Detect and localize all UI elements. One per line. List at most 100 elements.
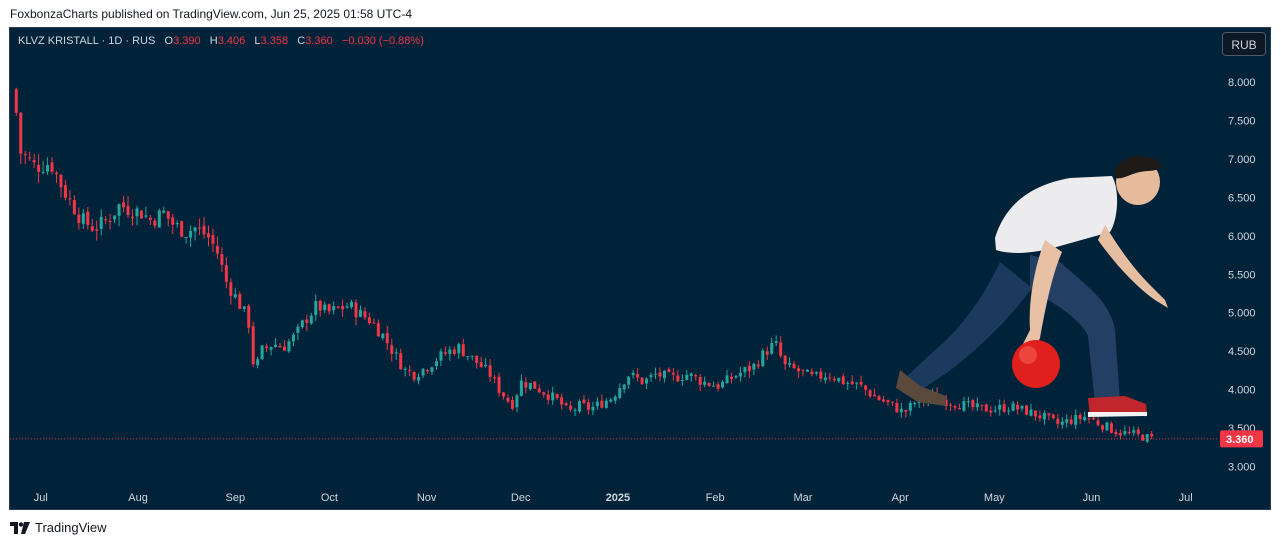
candle-body [363,311,367,318]
candle-body [506,397,510,402]
candle-body [224,265,228,282]
candle-body [291,334,295,342]
candle-body [846,383,850,385]
candle-body [537,388,541,393]
candle-body [578,401,582,412]
candle-body [99,216,103,229]
candle-body [591,406,595,411]
candle-body [470,355,474,357]
candle-body [215,245,219,254]
candle-body [622,384,626,390]
candle-body [439,351,443,361]
candle-body [305,319,309,323]
candle-body [1074,415,1078,425]
footer-brand-label: TradingView [35,520,107,535]
candle-body [23,154,27,156]
candle-body [904,410,908,412]
price-axis: 8.000 7.500 7.000 6.500 6.000 5.500 5.000 4.500… [1228,77,1256,474]
candle-body [667,369,671,372]
candle-body [372,322,376,324]
candle-body [721,381,725,388]
candle-body [358,309,362,317]
candle-body [452,349,456,354]
candle-body [662,370,666,379]
candle-body [166,211,170,219]
candle-body [671,372,675,375]
candle-body [519,380,523,396]
candle-body [805,369,809,372]
candle-body [381,333,385,339]
candle-body [457,344,461,354]
candle-body [774,341,778,343]
candle-body [256,359,260,366]
candle-body [211,234,215,244]
candle-body [157,210,161,228]
time-tick-label: Jun [1083,492,1101,504]
candle-body [269,347,273,350]
candle-body [1065,419,1069,423]
candle-body [130,216,134,219]
candle-body [296,326,300,333]
high-label: H [209,35,218,47]
candle-body [1033,410,1037,417]
candle-body [14,89,18,113]
price-tick-label: 4.000 [1228,385,1256,397]
candle-body [327,304,331,312]
time-tick-label: Feb [706,492,725,504]
time-tick-label: 2025 [606,492,630,504]
candle-body [975,403,979,408]
candle-body [582,399,586,403]
open-value: 3.390 [173,35,201,47]
time-tick-label: Nov [417,492,437,504]
footer-brand[interactable]: TradingView [10,520,107,535]
candle-body [618,388,622,399]
candle-body [1078,414,1082,419]
price-tick-label: 6.000 [1228,231,1256,243]
candle-body [627,376,631,385]
candle-body [247,305,251,328]
candle-body [153,220,157,226]
candle-body [743,367,747,373]
candle-body [515,395,519,408]
candle-body [238,294,242,309]
candle-body [251,326,255,365]
symbol-legend: KLVZ KRISTALL · 1D · RUS O3.390 H3.406 L… [18,35,424,47]
candle-body [832,378,836,381]
candle-body [895,402,899,413]
candle-body [944,399,948,407]
currency-button[interactable]: RUB [1222,32,1266,56]
candle-body [1105,422,1109,431]
price-tick-label: 5.500 [1228,269,1256,281]
candle-body [193,227,197,232]
candle-body [604,400,608,408]
candle-body [810,371,814,375]
candle-body [184,237,188,239]
high-value: 3.406 [217,35,246,47]
candle-body [510,400,514,409]
candle-body [823,377,827,381]
last-price-tag: 3.360 [1220,430,1263,448]
candle-body [171,217,175,225]
candle-body [797,368,801,372]
candle-body [417,377,421,381]
candle-body [868,390,872,397]
candle-body [502,392,506,397]
time-tick-label: Apr [892,492,909,504]
candle-body [586,402,590,410]
candle-body [1051,414,1055,419]
candle-body [694,375,698,377]
candle-body [135,208,139,217]
candle-body [77,214,81,223]
price-tick-label: 7.000 [1228,154,1256,166]
candle-body [233,294,237,298]
candle-body [139,210,143,219]
candle-body [998,404,1002,410]
candle-body [886,400,890,402]
candle-body [318,300,322,311]
candle-body [542,392,546,395]
candle-body [729,376,733,380]
candle-body [953,406,957,408]
candle-body [747,365,751,372]
last-price-tag-label: 3.360 [1226,434,1254,446]
